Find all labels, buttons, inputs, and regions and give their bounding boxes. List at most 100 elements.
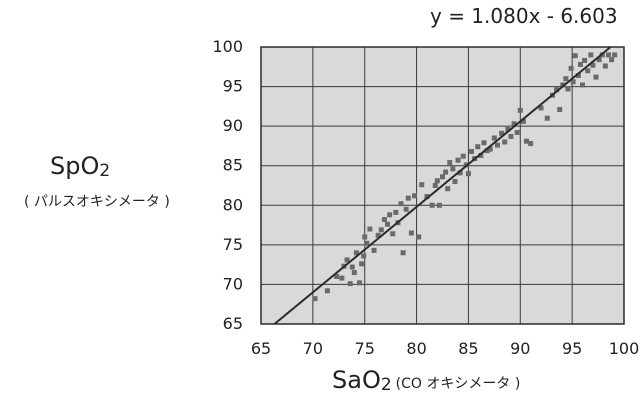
data-point: [580, 82, 586, 88]
data-point: [517, 107, 523, 113]
data-point: [344, 257, 350, 263]
data-point: [403, 206, 409, 212]
data-point: [560, 82, 566, 88]
data-point: [565, 86, 571, 92]
data-point: [593, 74, 599, 80]
x-axis-title-subscript: 2: [380, 375, 392, 395]
y-tick-label: 95: [223, 77, 243, 96]
data-point: [390, 231, 396, 237]
data-point: [563, 76, 569, 82]
y-tick-label: 90: [223, 116, 243, 135]
x-tick-label: 95: [562, 339, 582, 358]
data-point: [359, 261, 365, 267]
data-point: [324, 288, 330, 294]
data-point: [596, 57, 602, 63]
data-point: [424, 194, 430, 200]
x-tick-label: 100: [609, 339, 640, 358]
data-point: [375, 232, 381, 238]
y-tick-label: 80: [223, 195, 243, 214]
data-point: [405, 195, 411, 201]
data-point: [494, 142, 500, 148]
y-axis-subtitle: ( パルスオキシメータ ): [24, 194, 170, 210]
data-point: [590, 62, 596, 68]
y-axis-title-subscript: 2: [99, 161, 111, 181]
y-tick-label: 85: [223, 156, 243, 175]
data-point: [582, 57, 588, 63]
x-axis-tick-labels: 65 70 75 80 85 90 95 100: [251, 339, 639, 358]
y-tick-label: 75: [223, 235, 243, 254]
data-point: [469, 148, 475, 154]
data-point: [577, 61, 583, 67]
data-point: [440, 174, 445, 180]
data-point: [457, 170, 463, 176]
data-point: [609, 57, 615, 63]
data-point: [605, 52, 611, 58]
data-point: [568, 65, 574, 71]
x-tick-label: 70: [303, 339, 323, 358]
data-point: [447, 160, 453, 166]
data-point: [385, 221, 391, 227]
data-point: [514, 129, 520, 135]
data-point: [432, 183, 438, 188]
data-point: [339, 275, 345, 281]
data-point: [455, 157, 461, 163]
data-point: [465, 171, 471, 177]
data-point: [460, 153, 466, 159]
data-point: [361, 253, 367, 259]
data-point: [505, 126, 511, 132]
x-axis-title: SaO2 (CO オキシメータ ): [332, 366, 521, 395]
data-point: [572, 53, 578, 59]
data-point: [351, 270, 357, 276]
data-point: [502, 139, 508, 145]
data-point: [334, 274, 340, 280]
x-axis-subtitle: (CO オキシメータ ): [395, 376, 521, 392]
data-point: [393, 209, 399, 215]
data-point: [434, 178, 440, 184]
data-point: [528, 141, 534, 147]
data-point: [524, 138, 530, 144]
data-point: [478, 152, 484, 158]
data-point: [347, 281, 353, 287]
x-tick-label: 90: [510, 339, 530, 358]
data-point: [416, 234, 422, 240]
data-point: [475, 144, 481, 150]
data-point: [443, 169, 449, 175]
y-axis-title-main: SpO: [50, 152, 100, 180]
data-point: [499, 130, 505, 136]
x-tick-label: 85: [458, 339, 478, 358]
data-point: [481, 140, 487, 146]
data-point: [585, 68, 591, 74]
data-point: [357, 280, 363, 286]
data-point: [544, 115, 550, 121]
data-point: [312, 296, 318, 302]
data-point: [381, 217, 387, 223]
data-point: [588, 52, 594, 58]
data-point: [429, 202, 435, 208]
data-point: [445, 186, 451, 192]
data-point: [362, 234, 368, 240]
data-point: [378, 227, 384, 233]
data-point: [353, 250, 359, 256]
data-point: [398, 201, 404, 207]
data-point: [575, 72, 581, 78]
y-tick-label: 65: [223, 314, 243, 333]
x-axis-title-main: SaO: [332, 366, 381, 394]
data-point: [570, 79, 576, 85]
data-point: [538, 105, 544, 111]
x-tick-label: 80: [406, 339, 426, 358]
data-point: [491, 135, 497, 141]
data-point: [602, 63, 608, 69]
data-point: [419, 182, 425, 188]
data-point: [452, 179, 458, 185]
data-point: [408, 230, 414, 236]
regression-equation: y = 1.080x - 6.603: [430, 4, 618, 28]
data-point: [411, 193, 417, 199]
data-point: [511, 121, 517, 127]
data-point: [557, 107, 563, 113]
plot-frame: [260, 46, 625, 325]
data-point: [450, 166, 456, 172]
data-point: [367, 226, 373, 232]
data-point: [349, 264, 355, 270]
data-point: [612, 52, 618, 58]
